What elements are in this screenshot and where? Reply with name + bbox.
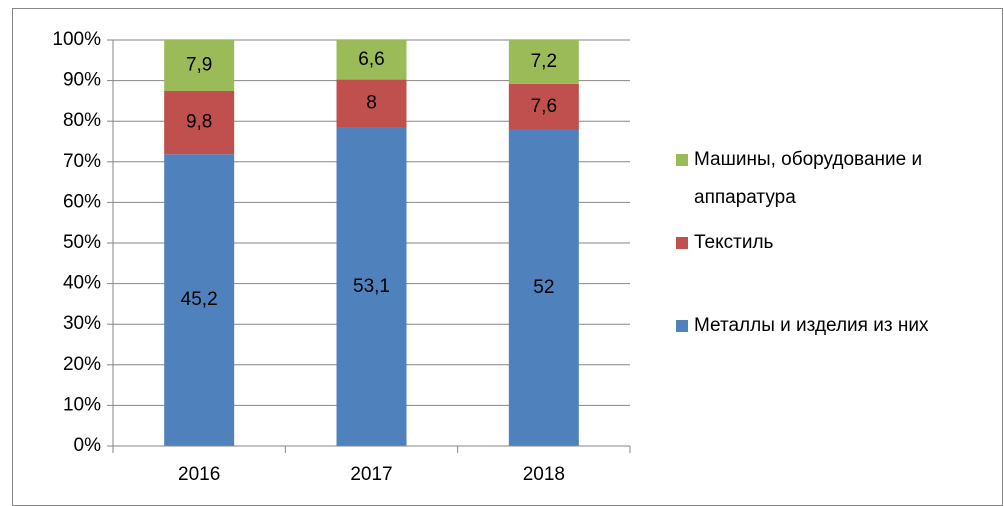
- legend-label: Текстиль: [694, 232, 774, 253]
- bar-segment: [336, 127, 407, 446]
- bar-segment: [164, 40, 235, 91]
- data-label: 6,6: [358, 49, 384, 70]
- data-label: 7,6: [531, 96, 557, 117]
- legend-item: Текстиль: [676, 224, 976, 262]
- legend-swatch: [676, 320, 688, 332]
- legend-label: Металлы и изделия из них: [694, 315, 929, 336]
- bar-segment: [164, 154, 235, 446]
- legend-label: Машины, оборудование и аппаратура: [694, 149, 923, 208]
- y-tick-label: 50%: [63, 232, 101, 253]
- bar-segment: [164, 90, 235, 155]
- bar-segment: [508, 40, 579, 84]
- data-label: 53,1: [353, 276, 390, 297]
- bar-segment: [508, 83, 579, 130]
- y-tick-label: 90%: [63, 70, 101, 91]
- x-tick-label: 2016: [178, 464, 220, 485]
- y-tick-label: 0%: [74, 435, 102, 456]
- data-label: 9,8: [186, 112, 212, 133]
- data-label: 52: [533, 277, 554, 298]
- data-label: 7,9: [186, 55, 212, 76]
- x-tick-label: 2017: [350, 464, 392, 485]
- bar-segment: [336, 40, 407, 80]
- y-tick-label: 10%: [63, 394, 101, 415]
- y-tick-label: 30%: [63, 313, 101, 334]
- y-tick-label: 60%: [63, 191, 101, 212]
- bar-segment: [336, 79, 407, 128]
- legend-item: Машины, оборудование и аппаратура: [676, 141, 976, 217]
- y-tick-label: 40%: [63, 273, 101, 294]
- data-label: 8: [366, 93, 377, 114]
- y-tick-label: 80%: [63, 110, 101, 131]
- data-label: 45,2: [181, 289, 218, 310]
- data-label: 7,2: [531, 51, 557, 72]
- legend-swatch: [676, 237, 688, 249]
- y-tick-label: 20%: [63, 354, 101, 375]
- y-tick-label: 100%: [52, 29, 101, 50]
- legend-item: Металлы и изделия из них: [676, 307, 976, 345]
- bar-segment: [508, 129, 579, 447]
- legend-swatch: [676, 154, 688, 166]
- y-tick-label: 70%: [63, 151, 101, 172]
- x-tick-label: 2018: [523, 464, 565, 485]
